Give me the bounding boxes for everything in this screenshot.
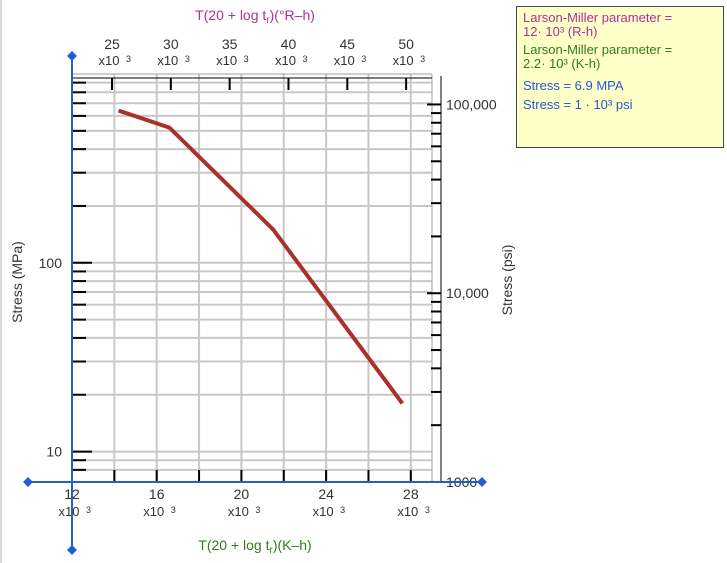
grid [72,73,433,482]
bottom-axis-tick-multiplier: x10 [228,504,249,519]
top-axis-tick-multiplier: x10 [393,53,414,68]
top-axis-tick-multiplier: x10 [157,53,178,68]
bottom-axis-tick-label: 20 [234,486,250,502]
bottom-axis-tick-multiplier: x10 [397,504,418,519]
top-axis-title-main: T(20 + log t [195,7,266,23]
right-axis-tick-label: 10,000 [446,285,489,301]
bottom-axis-tick-multiplier: x10 [313,504,334,519]
top-axis-tick-exponent: 3 [126,54,131,64]
top-axis-tick-exponent: 3 [361,54,366,64]
top-axis-tick-label: 35 [222,36,238,52]
lm-parameter-rh: Larson-Miller parameter = 12· 10³ (R-h) [523,10,673,39]
top-axis-tick-multiplier: x10 [275,53,296,68]
top-axis-tick-label: 25 [104,36,120,52]
page-left-border [0,0,2,563]
bottom-axis-tick-multiplier: x10 [59,504,80,519]
top-axis-tick-exponent: 3 [420,54,425,64]
top-axis-tick-exponent: 3 [302,54,307,64]
bottom-axis-tick-exponent: 3 [425,505,430,515]
top-axis-tick-multiplier: x10 [216,53,237,68]
bottom-axis-tick-label: 16 [149,486,165,502]
bottom-axis-tick-multiplier: x10 [143,504,164,519]
top-axis-title-suffix: )(°R–h) [270,7,315,23]
bottom-axis-tick-exponent: 3 [86,505,91,515]
bottom-axis-tick-exponent: 3 [255,505,260,515]
vertical-cursor-top-handle[interactable] [67,51,77,61]
top-axis-title-subscript: r [266,15,270,26]
bottom-axis-title-subscript: r [269,545,273,556]
top-axis-tick-exponent: 3 [185,54,190,64]
top-axis-tick-multiplier: x10 [334,53,355,68]
bottom-axis-title-suffix: )(K–h) [273,537,312,553]
info-box: Larson-Miller parameter = 12· 10³ (R-h) … [516,6,724,148]
top-axis-title: T(20 + log tr)(°R–h) [195,7,315,26]
top-axis-tick-exponent: 3 [244,54,249,64]
stress-mpa-readout: Stress = 6.9 MPA [523,78,624,93]
top-axis-tick-label: 40 [281,36,297,52]
series-line-0 [117,108,404,405]
stress-psi-readout: Stress = 1 · 10³ psi [523,97,633,112]
bottom-axis-tick-exponent: 3 [340,505,345,515]
top-axis-tick-label: 30 [163,36,179,52]
right-axis-label: Stress (psi) [499,245,515,316]
bottom-axis-title-main: T(20 + log t [198,537,269,553]
top-axis-tick-label: 45 [340,36,356,52]
horizontal-cursor-right-handle[interactable] [477,477,487,487]
horizontal-cursor-left-handle[interactable] [23,477,33,487]
top-axis-tick-multiplier: x10 [99,53,120,68]
right-axis-tick-label: 100,000 [446,96,497,112]
bottom-axis-title: T(20 + log tr)(K–h) [198,537,311,556]
vertical-cursor-bottom-handle[interactable] [67,545,77,555]
left-axis-tick-label: 100 [39,255,63,271]
bottom-axis-tick-exponent: 3 [171,505,176,515]
lm-parameter-kh: Larson-Miller parameter = 2.2· 10³ (K-h) [523,42,673,71]
left-axis-label: Stress (MPa) [9,241,25,323]
top-axis-tick-label: 50 [398,36,414,52]
left-axis-tick-label: 10 [46,444,62,460]
bottom-axis-tick-label: 24 [318,486,334,502]
bottom-axis-tick-label: 28 [403,486,419,502]
